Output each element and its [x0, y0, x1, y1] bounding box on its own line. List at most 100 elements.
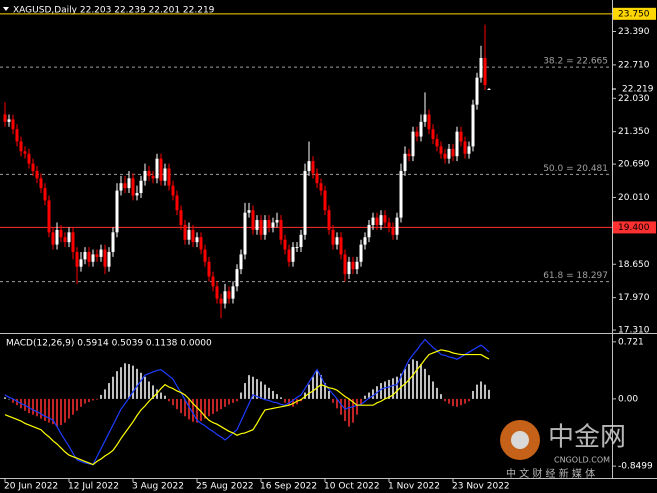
histogram-bar: [268, 387, 270, 399]
x-tick-label: 1 Nov 2022: [388, 482, 440, 492]
candle-body: [139, 180, 143, 194]
candle-body: [415, 131, 419, 137]
candle-body: [279, 220, 283, 240]
candle-body: [11, 119, 15, 130]
candle-body: [407, 153, 411, 157]
candle-body: [199, 237, 203, 250]
histogram-bar: [228, 398, 230, 405]
candle-body: [339, 237, 343, 255]
histogram-bar: [68, 398, 70, 419]
histogram-bar: [60, 398, 62, 425]
candle-body: [15, 129, 19, 142]
histogram-bar: [412, 359, 414, 399]
candle-body: [315, 173, 319, 184]
candle-body: [379, 215, 383, 225]
histogram-bar: [468, 398, 470, 402]
candle-body: [187, 229, 191, 240]
histogram-bar: [116, 371, 118, 399]
histogram-bar: [360, 398, 362, 406]
y-tick-label: 21.350: [618, 127, 650, 137]
histogram-bar: [252, 376, 254, 399]
histogram: [4, 359, 490, 427]
candle-body: [171, 185, 175, 196]
histogram-bar: [472, 390, 474, 399]
y-tick-label: 22.710: [618, 60, 650, 70]
histogram-bar: [248, 375, 250, 399]
candle-body: [399, 170, 403, 218]
fib-label: 38.2 = 22.665: [543, 57, 608, 67]
histogram-bar: [36, 398, 38, 417]
histogram-bar: [140, 372, 142, 399]
y-tick-label: 18.650: [618, 260, 650, 270]
histogram-bar: [332, 398, 334, 403]
histogram-bar: [432, 381, 434, 399]
histogram-bar: [408, 364, 410, 399]
candle-body: [155, 158, 159, 179]
candle-body: [255, 220, 259, 230]
histogram-bar: [12, 398, 14, 403]
watermark-brand: 中金网: [548, 423, 626, 453]
candle-body: [223, 291, 227, 304]
histogram-bar: [324, 383, 326, 399]
candle-body: [347, 261, 351, 275]
candle-body: [443, 153, 447, 159]
histogram-bar: [88, 398, 90, 403]
candle-body: [243, 212, 247, 255]
histogram-bar: [204, 398, 206, 419]
candle-body: [395, 217, 399, 235]
candle-body: [467, 146, 471, 154]
candle-body: [403, 153, 407, 171]
histogram-bar: [340, 398, 342, 415]
candle-body: [487, 88, 491, 90]
histogram-bar: [280, 397, 282, 399]
histogram-bar: [388, 379, 390, 399]
histogram-bar: [448, 398, 450, 404]
x-tick-label: 16 Sep 2022: [260, 482, 317, 492]
candle-body: [419, 121, 423, 137]
candle-body: [483, 58, 487, 86]
histogram-bar: [364, 395, 366, 399]
histogram-bar: [200, 398, 202, 422]
histogram-bar: [236, 398, 238, 402]
histogram-bar: [272, 390, 274, 399]
candle-body: [63, 237, 67, 243]
histogram-bar: [16, 398, 18, 406]
candle-body: [231, 286, 235, 299]
histogram-bar: [224, 398, 226, 407]
histogram-bar: [52, 398, 54, 425]
histogram-bar: [464, 398, 466, 404]
chart-title: XAGUSD,Daily 22.203 22.239 22.201 22.219: [13, 6, 215, 16]
fib-label: 50.0 = 20.481: [543, 164, 608, 174]
candle-body: [215, 286, 219, 299]
y-tick-label: 20.010: [618, 193, 650, 203]
candle-body: [335, 237, 339, 245]
histogram-bar: [460, 398, 462, 406]
candle-body: [275, 220, 279, 223]
candle-body: [23, 151, 27, 154]
histogram-bar: [28, 398, 30, 414]
candle-body: [135, 193, 139, 196]
candle-body: [175, 195, 179, 211]
x-tick-label: 25 Aug 2022: [196, 482, 254, 492]
candle-body: [163, 168, 167, 181]
candle-body: [431, 129, 435, 140]
candle-body: [295, 247, 299, 249]
histogram-bar: [452, 398, 454, 406]
candle-body: [151, 175, 155, 179]
candle-body: [303, 170, 307, 235]
candle-body: [267, 220, 271, 228]
candle-body: [87, 251, 91, 262]
x-tick-label: 20 Jun 2022: [4, 482, 58, 492]
candle-body: [435, 139, 439, 147]
histogram-bar: [112, 376, 114, 399]
histogram-bar: [180, 398, 182, 414]
candle-body: [119, 183, 123, 191]
histogram-bar: [80, 398, 82, 407]
candle-body: [75, 251, 79, 267]
candle-body: [59, 229, 63, 238]
histogram-bar: [372, 389, 374, 399]
candle-body: [355, 261, 359, 270]
candle-body: [27, 153, 31, 164]
histogram-bar: [368, 392, 370, 399]
